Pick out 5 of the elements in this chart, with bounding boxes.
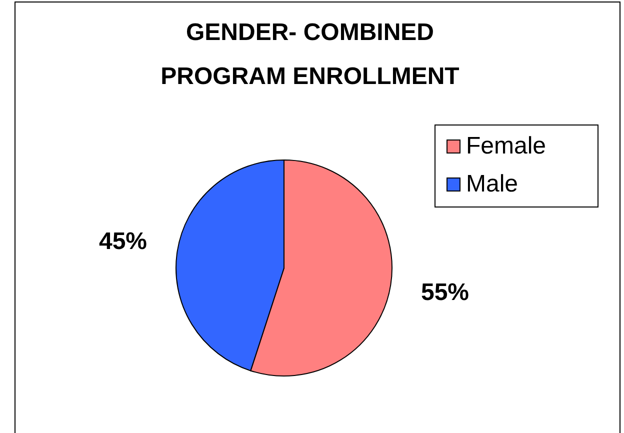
chart-title: GENDER- COMBINED PROGRAM ENROLLMENT bbox=[160, 19, 460, 90]
legend-label: Female bbox=[466, 132, 546, 160]
data-label: 45% bbox=[98, 228, 148, 255]
data-label: 55% bbox=[420, 278, 470, 306]
legend-label: Male bbox=[466, 170, 518, 198]
